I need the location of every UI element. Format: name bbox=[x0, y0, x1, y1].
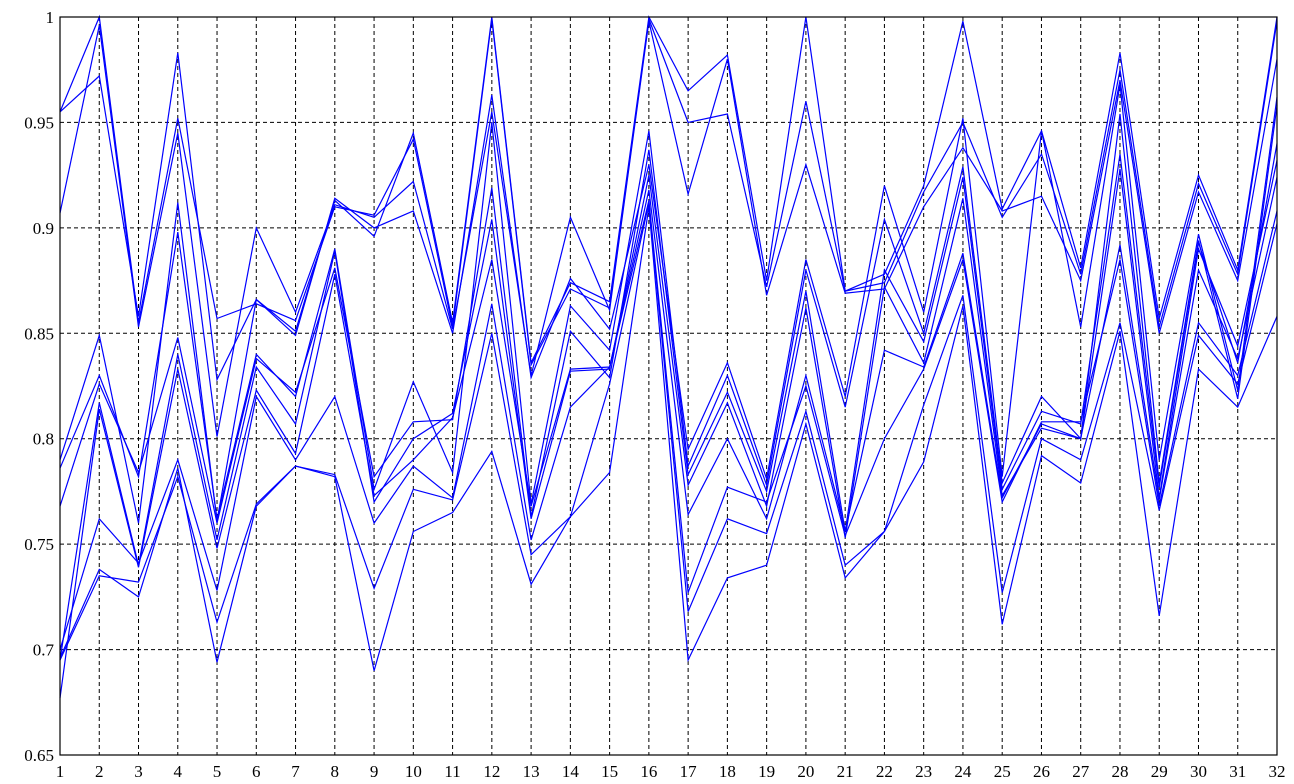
plot-frame bbox=[59, 16, 1278, 756]
series-line-10 bbox=[59, 202, 1278, 663]
x-tick-label: 23 bbox=[915, 762, 932, 781]
x-tick-label: 29 bbox=[1151, 762, 1168, 781]
x-tick-label: 19 bbox=[758, 762, 775, 781]
series-line-7 bbox=[59, 160, 1278, 661]
x-tick-label: 11 bbox=[444, 762, 460, 781]
x-tick-label: 27 bbox=[1072, 762, 1090, 781]
x-tick-label: 12 bbox=[483, 762, 500, 781]
x-tick-label: 15 bbox=[601, 762, 618, 781]
x-tick-label: 24 bbox=[954, 762, 972, 781]
x-tick-label: 6 bbox=[252, 762, 261, 781]
x-tick-label: 7 bbox=[291, 762, 300, 781]
y-tick-label: 0.95 bbox=[24, 113, 54, 132]
x-tick-label: 30 bbox=[1190, 762, 1207, 781]
y-tick-label: 0.9 bbox=[33, 219, 54, 238]
x-tick-label: 8 bbox=[331, 762, 340, 781]
grid bbox=[60, 17, 1277, 755]
y-axis-ticks: 0.65 0.7 0.75 0.8 0.85 0.9 0.95 1 bbox=[24, 8, 54, 765]
x-tick-label: 16 bbox=[640, 762, 657, 781]
x-tick-label: 17 bbox=[680, 762, 698, 781]
series-line-5 bbox=[59, 105, 1278, 519]
x-tick-label: 14 bbox=[562, 762, 580, 781]
x-tick-label: 31 bbox=[1229, 762, 1246, 781]
x-tick-label: 9 bbox=[370, 762, 379, 781]
x-tick-label: 2 bbox=[95, 762, 104, 781]
series-line-3 bbox=[59, 21, 1278, 437]
x-tick-label: 28 bbox=[1111, 762, 1128, 781]
series-line-2 bbox=[59, 14, 1278, 367]
y-tick-label: 0.85 bbox=[24, 324, 54, 343]
x-tick-label: 13 bbox=[523, 762, 540, 781]
x-tick-label: 5 bbox=[213, 762, 222, 781]
series-line-4 bbox=[59, 84, 1278, 524]
x-tick-label: 3 bbox=[134, 762, 143, 781]
series-line-8 bbox=[59, 177, 1278, 699]
x-tick-label: 20 bbox=[797, 762, 814, 781]
x-tick-label: 21 bbox=[837, 762, 854, 781]
x-tick-label: 4 bbox=[174, 762, 183, 781]
y-tick-label: 1 bbox=[46, 8, 55, 27]
x-tick-label: 10 bbox=[405, 762, 422, 781]
y-tick-label: 0.7 bbox=[33, 641, 55, 660]
x-tick-label: 26 bbox=[1033, 762, 1050, 781]
y-tick-label: 0.8 bbox=[33, 430, 54, 449]
y-tick-label: 0.75 bbox=[24, 535, 54, 554]
x-tick-label: 22 bbox=[876, 762, 893, 781]
y-tick-label: 0.65 bbox=[24, 746, 54, 765]
series-group bbox=[59, 14, 1278, 699]
series-line-9 bbox=[59, 200, 1278, 650]
x-tick-label: 32 bbox=[1269, 762, 1286, 781]
x-tick-label: 25 bbox=[994, 762, 1011, 781]
x-axis-ticks: 1 2 3 4 5 6 7 8 9 10 11 12 13 14 15 16 17 18 19 20 21 22 23 24 2… bbox=[56, 762, 1286, 781]
series-line-11 bbox=[59, 206, 1278, 671]
x-tick-label: 1 bbox=[56, 762, 65, 781]
x-tick-label: 18 bbox=[719, 762, 736, 781]
